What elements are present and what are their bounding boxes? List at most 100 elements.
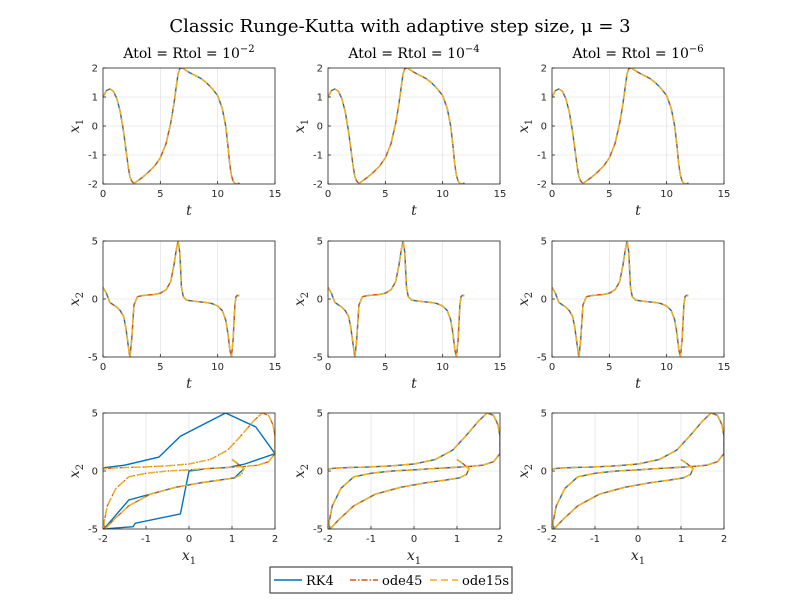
subplot-r3-c3: -2 -1 0 1 2 -5 0 5 x1 x2 [516,409,727,568]
x-axis-label: x1 [631,548,645,567]
y-axis-label: x1 [292,119,311,133]
series-ode15s [103,413,275,529]
subplot-r1-c1: 0 5 10 15 -2 -1 0 1 2 t x1 Atol = Rtol = 10−2 [67,44,281,219]
series-ode15s [328,413,500,529]
x-axis-label: t [186,203,192,219]
y-tick-label: -5 [537,525,547,536]
y-tick-label: -5 [537,353,547,364]
y-tick-label: 2 [541,64,547,75]
y-tick-label: 0 [92,467,98,478]
legend-label-ode15s: ode15s [462,574,509,589]
legend: RK4 ode45 ode15s [269,566,513,594]
y-axis-label: x2 [67,464,86,478]
x-tick-label: 0 [186,534,192,545]
x-tick-label: 0 [549,362,555,373]
x-tick-label: -2 [547,534,557,545]
x-axis-label: t [411,376,417,392]
y-axis-label: x2 [516,464,535,478]
x-tick-label: 2 [721,534,727,545]
column-title: Atol = Rtol = 10−4 [347,44,479,62]
y-tick-label: 0 [541,295,547,306]
y-tick-label: -1 [313,151,323,162]
y-tick-label: 5 [317,409,323,420]
x-tick-label: 2 [497,534,503,545]
x-tick-label: 1 [678,534,684,545]
y-tick-label: 5 [541,409,547,420]
y-axis-label: x2 [516,292,535,306]
y-tick-label: 0 [541,122,547,133]
x-tick-label: 15 [494,189,507,200]
column-title: Atol = Rtol = 10−2 [122,44,254,62]
x-tick-label: 0 [100,189,106,200]
legend-label-ode45: ode45 [382,574,422,589]
x-tick-label: -1 [366,534,376,545]
plot-lines [328,68,465,184]
x-tick-label: 10 [211,362,224,373]
y-tick-label: 0 [92,295,98,306]
x-tick-label: 5 [157,189,163,200]
y-tick-label: 2 [317,64,323,75]
x-tick-label: 15 [718,362,731,373]
subplot-r3-c2: -2 -1 0 1 2 -5 0 5 x1 x2 [292,409,503,568]
x-axis-label: x1 [182,548,196,567]
subplot-r3-c1: -2 -1 0 1 2 -5 0 5 x1 x2 [67,409,278,568]
y-tick-label: 0 [317,122,323,133]
y-tick-label: -2 [313,180,323,191]
plot-lines [103,68,240,184]
plot-lines [552,68,689,184]
x-tick-label: 0 [411,534,417,545]
legend-label-rk4: RK4 [306,574,334,589]
y-tick-label: -2 [88,180,98,191]
x-tick-label: 5 [157,362,163,373]
plot-lines [328,413,500,529]
subplot-r1-c3: 0 5 10 15 -2 -1 0 1 2 t x1 Atol = Rtol = 10−6 [516,44,730,219]
plot-lines [103,413,275,529]
plot-lines [328,241,465,357]
y-tick-label: 1 [92,93,98,104]
figure-title: Classic Runge-Kutta with adaptive step s… [169,16,630,37]
x-tick-label: -1 [590,534,600,545]
x-tick-label: 10 [436,362,449,373]
plot-lines [103,241,240,357]
x-tick-label: 5 [606,362,612,373]
y-tick-label: -5 [88,525,98,536]
x-axis-label: t [635,203,641,219]
series-ode15s [103,241,240,357]
x-tick-label: 1 [229,534,235,545]
y-tick-label: -2 [537,180,547,191]
series-ode15s [328,241,465,357]
x-tick-label: 0 [549,189,555,200]
column-title: Atol = Rtol = 10−6 [571,44,703,62]
x-tick-label: 5 [382,189,388,200]
legend-box [269,566,513,594]
x-tick-label: 15 [269,362,282,373]
y-tick-label: 1 [317,93,323,104]
series-ode15s [552,68,689,184]
x-tick-label: -1 [141,534,151,545]
x-axis-label: t [186,376,192,392]
x-tick-label: 0 [325,362,331,373]
x-tick-label: 0 [325,189,331,200]
y-tick-label: 5 [541,237,547,248]
y-tick-label: 5 [92,237,98,248]
y-tick-label: -5 [313,353,323,364]
x-tick-label: 1 [454,534,460,545]
y-tick-label: 1 [541,93,547,104]
subplot-r1-c2: 0 5 10 15 -2 -1 0 1 2 t x1 Atol = Rtol = 10−4 [292,44,506,219]
y-tick-label: -5 [313,525,323,536]
y-axis-label: x1 [67,119,86,133]
y-tick-label: -1 [88,151,98,162]
x-tick-label: -2 [323,534,333,545]
x-tick-label: 10 [660,362,673,373]
y-axis-label: x2 [67,292,86,306]
y-tick-label: -5 [88,353,98,364]
y-axis-label: x1 [516,119,535,133]
y-tick-label: 5 [92,409,98,420]
series-ode15s [552,413,724,529]
x-tick-label: 15 [718,189,731,200]
x-tick-label: 10 [211,189,224,200]
x-tick-label: 2 [272,534,278,545]
